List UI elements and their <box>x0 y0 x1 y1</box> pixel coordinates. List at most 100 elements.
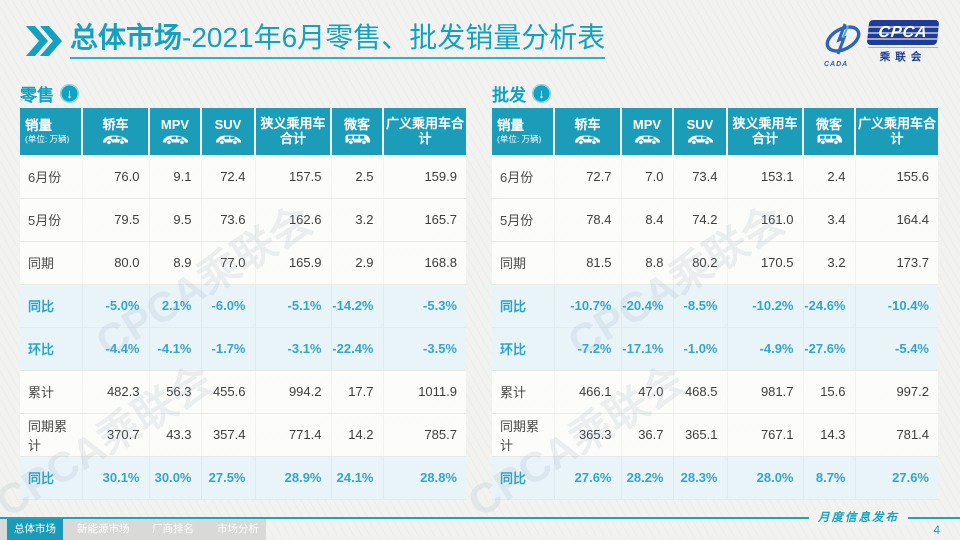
table-cell: 981.7 <box>727 370 803 414</box>
table-cell: 72.7 <box>554 155 621 199</box>
table-cell: 164.4 <box>855 198 938 242</box>
van-icon <box>333 133 381 146</box>
page-title: 总体市场-2021年6月零售、批发销量分析表 <box>70 22 606 60</box>
table-cell: 24.1% <box>331 456 383 500</box>
table-cell: 7.0 <box>621 155 673 199</box>
table-cell: -14.2% <box>331 284 383 328</box>
car-icon <box>623 133 671 146</box>
table-cell: 28.0% <box>727 456 803 500</box>
table-cell: 30.1% <box>82 456 149 500</box>
table-cell: 370.7 <box>82 413 149 457</box>
table-cell: -8.5% <box>673 284 727 328</box>
section-title: 零售 <box>20 85 54 105</box>
table-cell: 3.2 <box>331 198 383 242</box>
row-label: 同比 <box>20 284 82 328</box>
table-cell: 8.7% <box>803 456 855 500</box>
table-cell: 28.2% <box>621 456 673 500</box>
sales-table: 销量 (单位: 万辆) 轿车 MPV SUV 狭义乘用车合计 微客 广义乘用车合计 6月… <box>20 108 466 500</box>
column-header: 轿车 <box>82 108 150 155</box>
table-cell: -10.7% <box>554 284 621 328</box>
table-cell: 27.6% <box>554 456 621 500</box>
table-cell: 77.0 <box>201 241 255 285</box>
nav-tab-overall-market[interactable]: 总体市场 <box>7 519 63 540</box>
table-cell: 3.4 <box>803 198 855 242</box>
table-row: 累计 482.3 56.3 455.6 994.2 17.7 1011.9 <box>20 370 466 414</box>
table-cell: 997.2 <box>855 370 938 414</box>
table-cell: -10.4% <box>855 284 938 328</box>
double-chevron-icon <box>26 26 62 56</box>
table-cell: -1.0% <box>673 327 727 371</box>
row-label: 同期 <box>20 241 82 285</box>
table-cell: 994.2 <box>255 370 331 414</box>
table-cell: 781.4 <box>855 413 938 457</box>
table-cell: -5.3% <box>383 284 466 328</box>
table-cell: 8.4 <box>621 198 673 242</box>
table-row: 同期累计 370.7 43.3 357.4 771.4 14.2 785.7 <box>20 413 466 457</box>
table-cell: 170.5 <box>727 241 803 285</box>
table-cell: 365.1 <box>673 413 727 457</box>
table-row: 同比 -5.0% 2.1% -6.0% -5.1% -14.2% -5.3% <box>20 284 466 328</box>
nav-tab-nev-market[interactable]: 新能源市场 <box>77 523 130 535</box>
table-cell: -4.4% <box>82 327 149 371</box>
table-cell: 466.1 <box>554 370 621 414</box>
table-cell: -4.1% <box>149 327 201 371</box>
cpca-subtitle: 乘联会 <box>868 47 938 64</box>
slide-header: 总体市场-2021年6月零售、批发销量分析表 <box>26 22 606 60</box>
table-cell: 78.4 <box>554 198 621 242</box>
table-cell: 161.0 <box>727 198 803 242</box>
table-cell: 74.2 <box>673 198 727 242</box>
column-header: 广义乘用车合计 <box>855 108 938 155</box>
table-cell: 72.4 <box>201 155 255 199</box>
column-header: 轿车 <box>554 108 622 155</box>
table-cell: 81.5 <box>554 241 621 285</box>
table-cell: 767.1 <box>727 413 803 457</box>
table-cell: 79.5 <box>82 198 149 242</box>
table-cell: 76.0 <box>82 155 149 199</box>
table-cell: 73.4 <box>673 155 727 199</box>
table-cell: -10.2% <box>727 284 803 328</box>
table-cell: 165.7 <box>383 198 466 242</box>
column-header: 微客 <box>803 108 856 155</box>
table-cell: 157.5 <box>255 155 331 199</box>
row-label: 同期累计 <box>492 413 554 457</box>
table-cell: -27.6% <box>803 327 855 371</box>
table-cell: -4.9% <box>727 327 803 371</box>
title-rest: -2021年6月零售、批发销量分析表 <box>182 22 606 53</box>
table-cell: -5.1% <box>255 284 331 328</box>
column-header: 狭义乘用车合计 <box>255 108 332 155</box>
table-cell: 159.9 <box>383 155 466 199</box>
nav-tab-market-analysis[interactable]: 市场分析 <box>217 523 259 535</box>
car-icon <box>556 133 619 146</box>
sales-table: 销量 (单位: 万辆) 轿车 MPV SUV 狭义乘用车合计 微客 广义乘用车合计 6月… <box>492 108 938 500</box>
table-cell: -5.4% <box>855 327 938 371</box>
table-cell: 2.1% <box>149 284 201 328</box>
row-label: 同比 <box>492 284 554 328</box>
table-cell: -6.0% <box>201 284 255 328</box>
column-header: 微客 <box>331 108 384 155</box>
row-label: 同期累计 <box>20 413 82 457</box>
table-cell: 155.6 <box>855 155 938 199</box>
table-cell: 80.2 <box>673 241 727 285</box>
table-cell: 2.4 <box>803 155 855 199</box>
table-cell: 365.3 <box>554 413 621 457</box>
row-label: 5月份 <box>20 198 82 242</box>
column-header: SUV <box>673 108 728 155</box>
table-row: 同比 -10.7% -20.4% -8.5% -10.2% -24.6% -10.4% <box>492 284 938 328</box>
table-cell: 153.1 <box>727 155 803 199</box>
table-cell: 165.9 <box>255 241 331 285</box>
table-cell: 36.7 <box>621 413 673 457</box>
table-cell: 1011.9 <box>383 370 466 414</box>
table-cell: 8.9 <box>149 241 201 285</box>
nav-tab-oem-ranking[interactable]: 厂商排名 <box>152 523 194 535</box>
table-cell: 482.3 <box>82 370 149 414</box>
row-label: 同期 <box>492 241 554 285</box>
table-cell: 17.7 <box>331 370 383 414</box>
table-row: 同期 80.0 8.9 77.0 165.9 2.9 168.8 <box>20 241 466 285</box>
swoosh-caption: CADA <box>824 61 849 68</box>
car-icon <box>675 133 725 146</box>
table-row: 5月份 79.5 9.5 73.6 162.6 3.2 165.7 <box>20 198 466 242</box>
title-section: 总体市场 <box>70 22 183 53</box>
car-icon <box>203 133 253 146</box>
